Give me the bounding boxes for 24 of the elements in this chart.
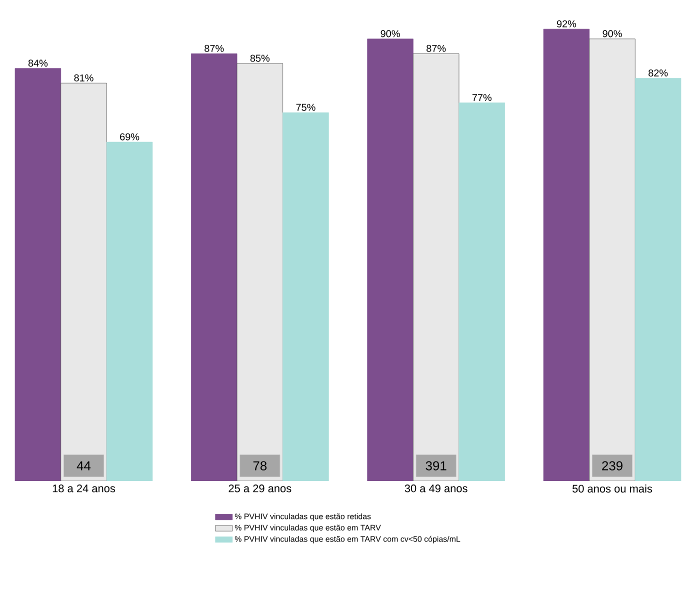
x-tick-label: 18 a 24 anos	[52, 484, 116, 492]
data-label: 69%	[120, 133, 140, 140]
annotation: 44	[76, 461, 91, 470]
data-label: 81%	[74, 74, 94, 82]
data-label: 82%	[648, 69, 668, 76]
data-label: 87%	[426, 44, 446, 52]
bar	[236, 63, 284, 481]
data-label: 92%	[556, 20, 576, 28]
x-tick-label: 30 a 49 anos	[404, 484, 468, 492]
data-label: 84%	[28, 60, 48, 67]
data-label: 87%	[204, 44, 224, 52]
annotation: 78	[253, 461, 267, 470]
bar	[412, 53, 460, 481]
bar	[589, 38, 636, 481]
data-label: 85%	[250, 54, 270, 62]
annotation: 391	[426, 461, 446, 470]
data-label: 77%	[472, 94, 492, 102]
data-label: 90%	[380, 30, 400, 38]
data-label: 75%	[296, 104, 316, 111]
data-label: 90%	[602, 30, 622, 38]
x-tick-label: 50 anos ou mais	[572, 484, 652, 493]
annotation: 239	[602, 461, 622, 470]
x-tick-label: 25 a 29 anos	[228, 484, 292, 492]
bar	[60, 82, 107, 481]
